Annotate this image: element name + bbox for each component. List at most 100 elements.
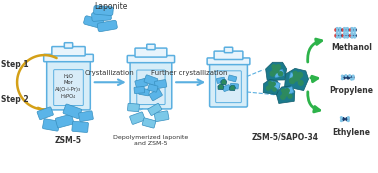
Polygon shape xyxy=(263,80,280,95)
Circle shape xyxy=(266,86,270,90)
Text: Laponite: Laponite xyxy=(94,2,128,11)
Circle shape xyxy=(346,118,349,121)
Circle shape xyxy=(351,76,354,79)
Circle shape xyxy=(352,75,354,77)
FancyBboxPatch shape xyxy=(144,75,158,86)
Circle shape xyxy=(232,86,234,88)
Text: ZSM-5: ZSM-5 xyxy=(55,136,82,145)
Circle shape xyxy=(353,34,356,37)
FancyBboxPatch shape xyxy=(149,89,162,101)
Circle shape xyxy=(270,71,275,76)
Circle shape xyxy=(282,89,285,92)
FancyBboxPatch shape xyxy=(290,73,299,80)
Circle shape xyxy=(293,74,300,81)
Circle shape xyxy=(339,34,342,37)
Circle shape xyxy=(290,78,295,83)
FancyBboxPatch shape xyxy=(97,20,117,32)
FancyBboxPatch shape xyxy=(223,85,231,92)
FancyBboxPatch shape xyxy=(93,6,113,16)
Circle shape xyxy=(222,87,223,88)
FancyBboxPatch shape xyxy=(91,11,112,21)
FancyBboxPatch shape xyxy=(139,88,150,96)
Circle shape xyxy=(279,72,283,76)
FancyBboxPatch shape xyxy=(137,70,165,104)
Circle shape xyxy=(346,28,348,29)
Circle shape xyxy=(223,81,225,83)
Circle shape xyxy=(345,75,347,76)
Circle shape xyxy=(220,86,222,88)
Circle shape xyxy=(276,65,280,69)
Circle shape xyxy=(221,85,222,86)
FancyBboxPatch shape xyxy=(46,58,90,110)
FancyBboxPatch shape xyxy=(209,61,248,107)
Circle shape xyxy=(283,90,288,96)
Polygon shape xyxy=(229,85,235,91)
Circle shape xyxy=(341,75,343,77)
Circle shape xyxy=(299,81,303,85)
Circle shape xyxy=(351,78,352,80)
Circle shape xyxy=(339,28,342,31)
Circle shape xyxy=(288,94,292,98)
FancyBboxPatch shape xyxy=(42,119,60,131)
Circle shape xyxy=(335,34,338,37)
Circle shape xyxy=(350,34,353,37)
Circle shape xyxy=(339,30,341,32)
FancyBboxPatch shape xyxy=(52,47,85,56)
FancyBboxPatch shape xyxy=(130,60,172,109)
Circle shape xyxy=(231,88,232,89)
Circle shape xyxy=(354,33,356,35)
Circle shape xyxy=(272,65,276,68)
Text: Step 2: Step 2 xyxy=(2,95,29,104)
Circle shape xyxy=(223,80,224,81)
Circle shape xyxy=(341,118,344,121)
Circle shape xyxy=(341,78,343,80)
FancyBboxPatch shape xyxy=(84,16,104,29)
Circle shape xyxy=(354,30,356,32)
FancyBboxPatch shape xyxy=(63,104,82,119)
FancyBboxPatch shape xyxy=(64,43,73,48)
Polygon shape xyxy=(285,68,308,90)
Text: Step 1: Step 1 xyxy=(2,60,29,69)
Circle shape xyxy=(344,33,345,35)
FancyBboxPatch shape xyxy=(127,56,175,63)
FancyBboxPatch shape xyxy=(135,78,147,88)
FancyBboxPatch shape xyxy=(56,114,74,128)
Circle shape xyxy=(347,117,349,119)
Circle shape xyxy=(269,83,274,88)
Text: Crystallization: Crystallization xyxy=(85,70,135,76)
Circle shape xyxy=(233,88,234,89)
FancyBboxPatch shape xyxy=(230,83,239,89)
Circle shape xyxy=(346,34,349,37)
Circle shape xyxy=(341,120,342,121)
Circle shape xyxy=(341,117,342,119)
FancyBboxPatch shape xyxy=(274,69,284,78)
FancyBboxPatch shape xyxy=(37,107,53,120)
FancyBboxPatch shape xyxy=(142,118,156,128)
Circle shape xyxy=(346,28,349,31)
FancyBboxPatch shape xyxy=(134,86,144,94)
Polygon shape xyxy=(276,86,295,103)
Polygon shape xyxy=(218,84,224,90)
Circle shape xyxy=(220,85,221,86)
Circle shape xyxy=(344,36,345,38)
Text: Propylene: Propylene xyxy=(330,86,374,95)
Circle shape xyxy=(342,76,345,79)
Circle shape xyxy=(347,120,349,121)
Circle shape xyxy=(354,28,356,29)
Circle shape xyxy=(339,36,341,38)
FancyBboxPatch shape xyxy=(130,112,145,124)
FancyBboxPatch shape xyxy=(214,51,243,60)
Circle shape xyxy=(350,28,353,32)
Circle shape xyxy=(352,78,354,80)
Circle shape xyxy=(293,71,297,75)
Circle shape xyxy=(339,28,341,29)
FancyBboxPatch shape xyxy=(216,71,241,103)
Circle shape xyxy=(344,30,345,32)
Circle shape xyxy=(281,95,285,99)
Circle shape xyxy=(342,28,345,32)
Text: Ethylene: Ethylene xyxy=(333,128,371,137)
Circle shape xyxy=(351,30,353,32)
FancyBboxPatch shape xyxy=(72,121,88,133)
Circle shape xyxy=(354,36,356,38)
Text: Depolymerized laponite
and ZSM-5: Depolymerized laponite and ZSM-5 xyxy=(113,135,189,146)
